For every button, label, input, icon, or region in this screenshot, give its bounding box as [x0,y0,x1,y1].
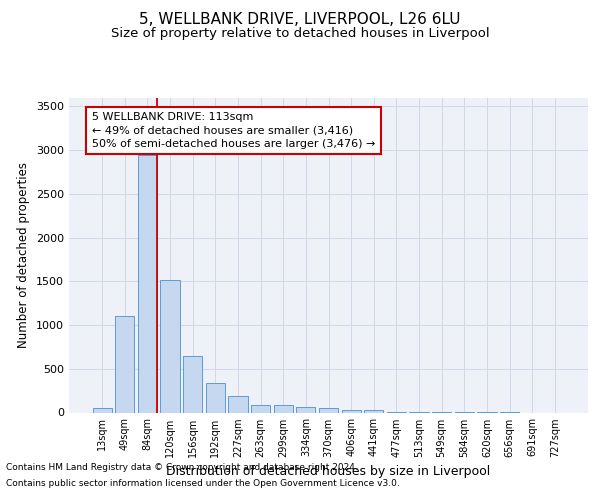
Bar [364,410,383,412]
Text: 5, WELLBANK DRIVE, LIVERPOOL, L26 6LU: 5, WELLBANK DRIVE, LIVERPOOL, L26 6LU [139,12,461,28]
Bar [183,356,202,412]
X-axis label: Distribution of detached houses by size in Liverpool: Distribution of detached houses by size … [166,465,491,478]
Bar [341,410,361,412]
Bar [251,404,270,412]
Bar [274,404,293,412]
Bar [319,408,338,412]
Bar [229,396,248,412]
Text: Contains HM Land Registry data © Crown copyright and database right 2024.: Contains HM Land Registry data © Crown c… [6,464,358,472]
Bar [206,383,225,412]
Bar [296,407,316,412]
Bar [92,408,112,412]
Bar [160,280,180,412]
Bar [115,316,134,412]
Y-axis label: Number of detached properties: Number of detached properties [17,162,31,348]
Bar [138,156,157,412]
Text: 5 WELLBANK DRIVE: 113sqm
← 49% of detached houses are smaller (3,416)
50% of sem: 5 WELLBANK DRIVE: 113sqm ← 49% of detach… [92,112,376,149]
Text: Size of property relative to detached houses in Liverpool: Size of property relative to detached ho… [110,28,490,40]
Text: Contains public sector information licensed under the Open Government Licence v3: Contains public sector information licen… [6,478,400,488]
